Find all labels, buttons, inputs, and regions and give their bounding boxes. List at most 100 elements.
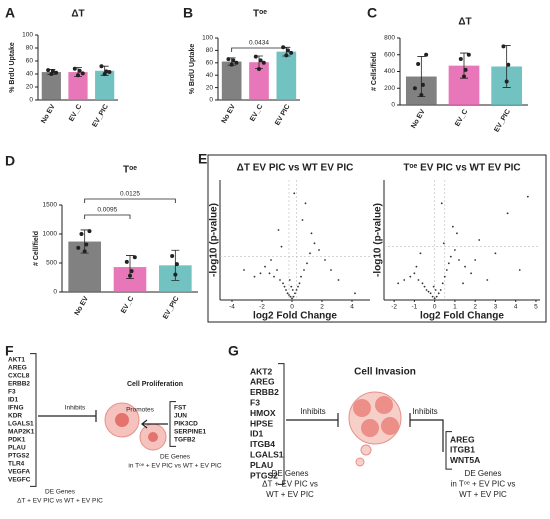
gene: MAP2K1 <box>8 429 35 436</box>
bar <box>68 72 88 100</box>
data-point <box>397 282 400 285</box>
gene: ITGB1 <box>450 445 475 455</box>
data-point <box>309 252 311 255</box>
gene: PIK3CD <box>174 421 198 428</box>
y-tick-label: 80 <box>206 47 214 54</box>
data-point <box>46 68 51 73</box>
process-label: Cell Proliferation <box>127 381 183 388</box>
bar <box>276 51 297 100</box>
data-point <box>170 254 175 259</box>
bar <box>249 62 269 100</box>
data-point <box>318 249 320 251</box>
chart-title: Tᵒᵉ EV PIC vs WT EV PIC <box>403 163 520 174</box>
gene: IFNG <box>8 405 24 412</box>
data-point <box>415 265 418 268</box>
data-point <box>77 68 82 73</box>
data-point <box>304 202 307 205</box>
significance-bracket <box>84 198 176 203</box>
gene: ID1 <box>250 429 264 439</box>
x-tick-label: 1 <box>453 304 457 311</box>
data-point <box>464 265 466 268</box>
gene: PLAU <box>250 460 273 470</box>
y-tick-label: 20 <box>26 84 34 91</box>
data-point <box>462 74 466 79</box>
y-tick-label: 60 <box>206 60 214 67</box>
chart-title: ΔT <box>458 17 471 28</box>
data-point <box>413 272 416 275</box>
x-tick-label: -4 <box>229 304 235 311</box>
data-point <box>285 289 287 291</box>
gene: AKT1 <box>8 357 25 364</box>
x-tick-label: 3 <box>494 304 498 311</box>
data-point <box>253 54 258 59</box>
data-point <box>79 232 84 236</box>
gene: ITGB4 <box>250 439 275 449</box>
data-point <box>261 60 266 65</box>
data-point <box>462 282 464 285</box>
data-point <box>270 259 272 261</box>
gene: VEGFC <box>8 477 31 484</box>
data-point <box>303 269 305 271</box>
data-point <box>313 242 316 245</box>
gene: LGALS1 <box>8 421 34 428</box>
caption: ΔT + EV PIC vs WT + EV PIC <box>17 498 103 505</box>
significance-bracket <box>84 214 131 219</box>
y-tick-label: 0 <box>391 102 395 109</box>
data-point <box>288 279 291 281</box>
data-point <box>99 64 104 69</box>
gene: ERBB2 <box>250 387 279 397</box>
x-tick-label: -2 <box>259 304 265 311</box>
data-point <box>463 67 468 72</box>
data-point <box>501 44 506 49</box>
data-point <box>128 273 132 278</box>
data-point <box>439 289 442 291</box>
gene: AREG <box>450 434 475 444</box>
bar <box>95 70 115 100</box>
data-point <box>504 79 509 84</box>
data-point <box>229 62 234 67</box>
data-point <box>291 297 293 300</box>
inhibit-arrow <box>38 410 97 422</box>
data-point <box>518 269 521 271</box>
data-point <box>474 259 477 261</box>
data-point <box>443 275 446 278</box>
arrow-label: Inhibits <box>300 407 325 416</box>
data-point <box>289 295 292 298</box>
x-axis-label: log2 Fold Change <box>420 311 504 322</box>
p-value: 0.0125 <box>120 191 140 198</box>
data-point <box>447 262 450 265</box>
caption: DE Genes <box>45 489 76 496</box>
data-point <box>276 269 278 271</box>
data-point <box>435 295 438 298</box>
bar <box>221 61 242 100</box>
data-point <box>403 279 406 281</box>
y-tick-label: 200 <box>384 85 395 92</box>
y-axis-label: # Cells/field <box>371 52 378 91</box>
x-tick-label: 0 <box>290 304 294 311</box>
data-point <box>290 285 293 288</box>
data-point <box>124 259 129 264</box>
data-point <box>458 259 460 261</box>
y-tick-label: 0 <box>53 289 57 296</box>
data-point <box>423 285 426 288</box>
y-tick-label: 0 <box>209 97 213 104</box>
panel-label: C <box>367 5 377 21</box>
x-tick-label: 2 <box>320 304 324 311</box>
bracket <box>30 353 37 487</box>
gene: AKT2 <box>250 366 272 376</box>
panel-label: A <box>5 5 15 21</box>
data-point <box>451 225 454 228</box>
data-point <box>442 242 445 245</box>
data-point <box>104 69 109 74</box>
x-tick-label: 4 <box>350 304 354 311</box>
data-point <box>306 262 308 265</box>
y-tick-label: 400 <box>384 68 395 75</box>
data-point <box>506 212 509 215</box>
data-point <box>440 202 443 205</box>
data-point <box>285 48 290 53</box>
data-point <box>431 295 434 298</box>
data-point <box>433 297 436 300</box>
p-value: 0.0434 <box>249 40 269 47</box>
data-point <box>76 245 81 250</box>
y-tick-label: 100 <box>202 35 213 42</box>
